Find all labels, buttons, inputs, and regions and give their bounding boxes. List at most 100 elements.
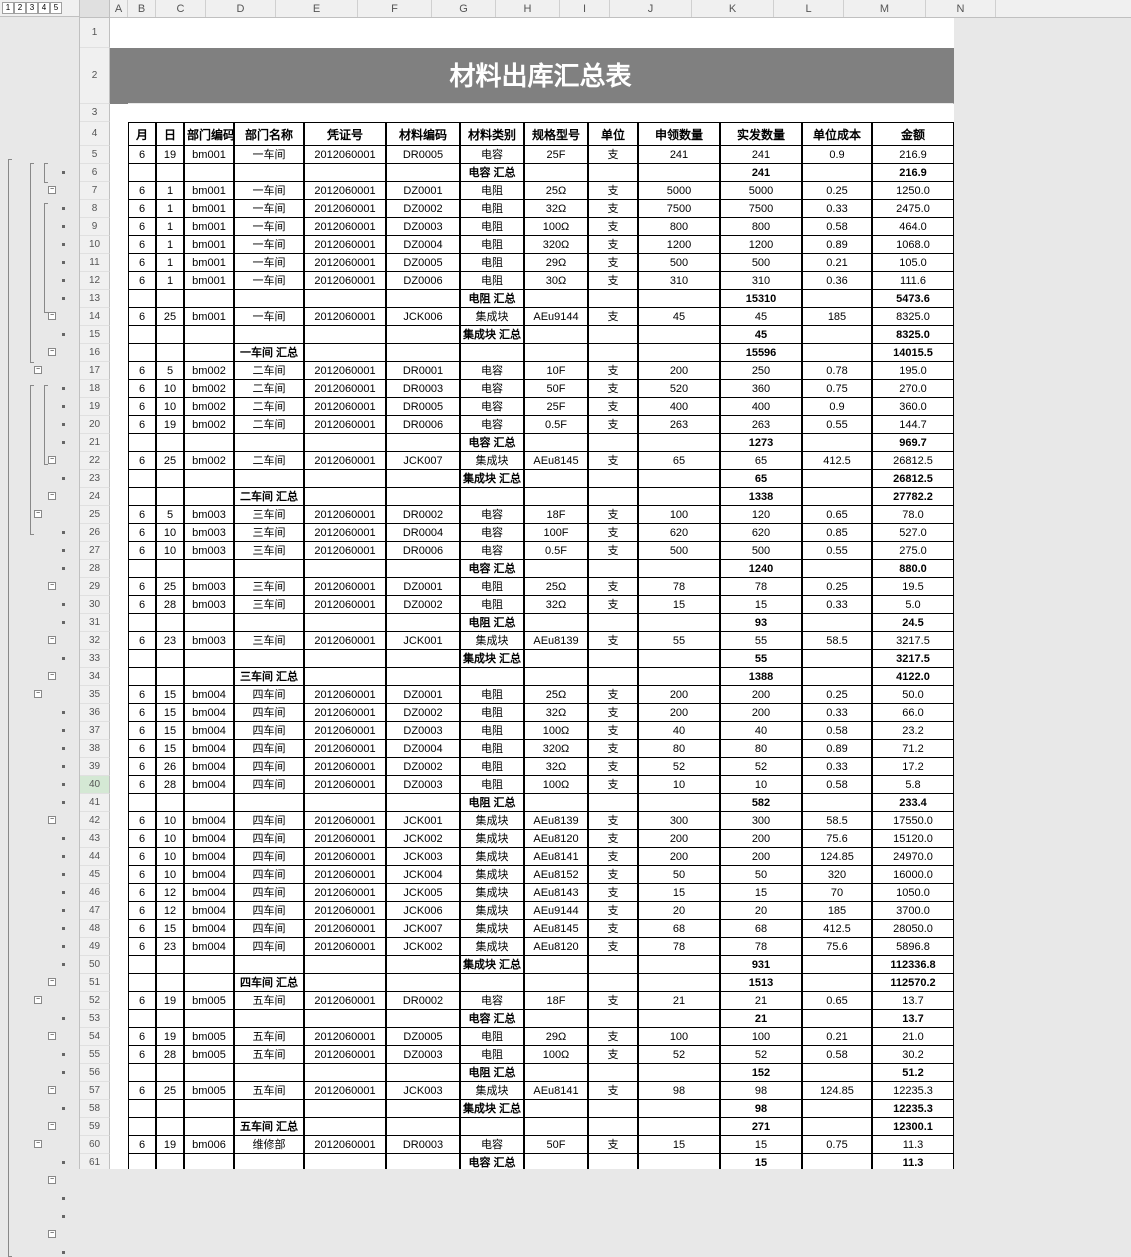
cell[interactable] — [386, 164, 460, 182]
cell[interactable] — [638, 164, 720, 182]
cell[interactable]: 15 — [156, 920, 184, 938]
cell[interactable]: 15 — [720, 1136, 802, 1154]
column-header-H[interactable]: H — [496, 0, 560, 17]
cell[interactable] — [588, 794, 638, 812]
cell[interactable]: 200 — [720, 830, 802, 848]
cell[interactable]: 200 — [638, 848, 720, 866]
outline-collapse-icon[interactable]: − — [48, 1176, 56, 1184]
cell[interactable]: 17.2 — [872, 758, 954, 776]
cell[interactable]: 支 — [588, 236, 638, 254]
cell[interactable]: 6 — [128, 776, 156, 794]
cell[interactable]: 30Ω — [524, 272, 588, 290]
cell[interactable]: 2012060001 — [304, 272, 386, 290]
cell[interactable] — [588, 650, 638, 668]
cell[interactable] — [524, 18, 588, 48]
cell[interactable] — [802, 470, 872, 488]
cell[interactable]: 10 — [156, 812, 184, 830]
cell[interactable] — [234, 1100, 304, 1118]
cell[interactable]: 19 — [156, 992, 184, 1010]
cell[interactable] — [156, 104, 184, 122]
cell[interactable] — [638, 1010, 720, 1028]
column-header-K[interactable]: K — [692, 0, 774, 17]
cell[interactable] — [524, 434, 588, 452]
cell[interactable]: 6 — [128, 452, 156, 470]
cell[interactable] — [304, 470, 386, 488]
cell[interactable] — [802, 668, 872, 686]
cell[interactable] — [304, 614, 386, 632]
cell[interactable]: 实发数量 — [720, 122, 802, 146]
cell[interactable]: 五车间 — [234, 1028, 304, 1046]
cell[interactable] — [304, 794, 386, 812]
cell[interactable]: JCK001 — [386, 632, 460, 650]
cell[interactable] — [524, 974, 588, 992]
outline-level-4[interactable]: 4 — [38, 2, 50, 14]
cell[interactable]: DZ0001 — [386, 686, 460, 704]
row-header[interactable]: 51 — [80, 974, 110, 992]
cell[interactable]: 464.0 — [872, 218, 954, 236]
cell[interactable]: 电阻 — [460, 272, 524, 290]
outline-level-2[interactable]: 2 — [14, 2, 26, 14]
cell[interactable] — [128, 164, 156, 182]
cell[interactable] — [802, 1064, 872, 1082]
cell[interactable]: 2012060001 — [304, 920, 386, 938]
cell[interactable]: 电容 汇总 — [460, 164, 524, 182]
cell[interactable]: 4122.0 — [872, 668, 954, 686]
cell[interactable]: 二车间 汇总 — [234, 488, 304, 506]
cell[interactable]: 2012060001 — [304, 884, 386, 902]
cell[interactable]: 电阻 — [460, 740, 524, 758]
cell[interactable] — [304, 1118, 386, 1136]
cell[interactable]: AEu8152 — [524, 866, 588, 884]
cell[interactable]: 2012060001 — [304, 758, 386, 776]
outline-collapse-icon[interactable]: − — [48, 492, 56, 500]
cell[interactable] — [184, 290, 234, 308]
row-header[interactable]: 17 — [80, 362, 110, 380]
cell[interactable]: 78 — [638, 938, 720, 956]
cell[interactable]: 520 — [638, 380, 720, 398]
cell[interactable]: 16000.0 — [872, 866, 954, 884]
cell[interactable]: 68 — [720, 920, 802, 938]
cell[interactable]: 0.65 — [802, 506, 872, 524]
cell[interactable]: 28 — [156, 1046, 184, 1064]
cell[interactable]: 支 — [588, 758, 638, 776]
cell[interactable]: DZ0005 — [386, 254, 460, 272]
row-header[interactable]: 34 — [80, 668, 110, 686]
cell[interactable]: 支 — [588, 632, 638, 650]
cell[interactable] — [524, 956, 588, 974]
outline-collapse-icon[interactable]: − — [48, 1122, 56, 1130]
cell[interactable]: bm005 — [184, 1046, 234, 1064]
cell[interactable]: 3217.5 — [872, 650, 954, 668]
cell[interactable]: 15 — [720, 1154, 802, 1169]
cell[interactable]: 18F — [524, 992, 588, 1010]
cell[interactable]: DR0004 — [386, 524, 460, 542]
cell[interactable]: 二车间 — [234, 416, 304, 434]
cell[interactable]: 集成块 — [460, 902, 524, 920]
cell[interactable] — [386, 1118, 460, 1136]
cell[interactable]: DZ0001 — [386, 182, 460, 200]
cell[interactable]: 78 — [720, 938, 802, 956]
cell[interactable]: 241 — [720, 146, 802, 164]
cell[interactable]: 支 — [588, 398, 638, 416]
cell[interactable] — [638, 104, 720, 122]
outline-level-5[interactable]: 5 — [50, 2, 62, 14]
cell[interactable]: 2012060001 — [304, 812, 386, 830]
cell[interactable] — [184, 470, 234, 488]
cell[interactable]: 25Ω — [524, 578, 588, 596]
cell[interactable]: 2012060001 — [304, 938, 386, 956]
cell[interactable]: DZ0002 — [386, 596, 460, 614]
row-header[interactable]: 20 — [80, 416, 110, 434]
cell[interactable]: 四车间 — [234, 812, 304, 830]
cell[interactable]: 电容 汇总 — [460, 1010, 524, 1028]
cell[interactable] — [234, 326, 304, 344]
cell[interactable]: 45 — [720, 326, 802, 344]
cell[interactable] — [588, 974, 638, 992]
cell[interactable]: 1 — [156, 200, 184, 218]
cell[interactable] — [128, 470, 156, 488]
cell[interactable]: DR0003 — [386, 1136, 460, 1154]
cell[interactable] — [234, 434, 304, 452]
cell[interactable]: 100Ω — [524, 218, 588, 236]
report-title[interactable]: 材料出库汇总表 — [128, 48, 954, 104]
cell[interactable]: JCK005 — [386, 884, 460, 902]
cell[interactable] — [588, 1100, 638, 1118]
cell[interactable] — [386, 1064, 460, 1082]
row-header[interactable]: 21 — [80, 434, 110, 452]
